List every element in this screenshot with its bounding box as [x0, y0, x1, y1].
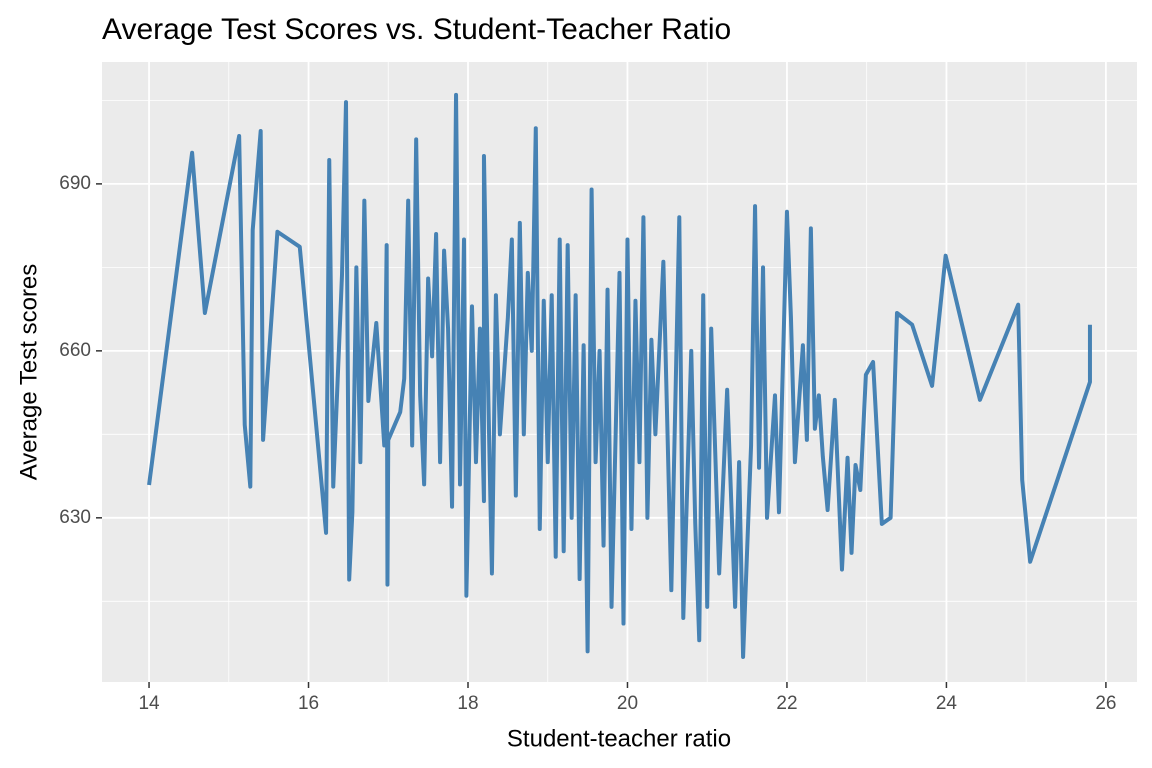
x-axis-title: Student-teacher ratio: [507, 725, 731, 752]
x-tick-label: 26: [1095, 693, 1116, 714]
data-line: [147, 92, 1092, 659]
chart-title: Average Test Scores vs. Student-Teacher …: [102, 13, 731, 46]
y-tick-label: 630: [59, 507, 91, 528]
x-tick-label: 24: [936, 693, 958, 714]
y-tick-label: 690: [59, 173, 91, 194]
y-tick-label: 660: [59, 340, 91, 361]
x-tick-label: 16: [298, 693, 319, 714]
x-tick-label: 18: [457, 693, 478, 714]
x-tick-label: 22: [776, 693, 797, 714]
x-tick-label: 20: [617, 693, 638, 714]
x-tick-label: 14: [138, 693, 160, 714]
y-axis-title: Average Test scores: [15, 264, 42, 481]
